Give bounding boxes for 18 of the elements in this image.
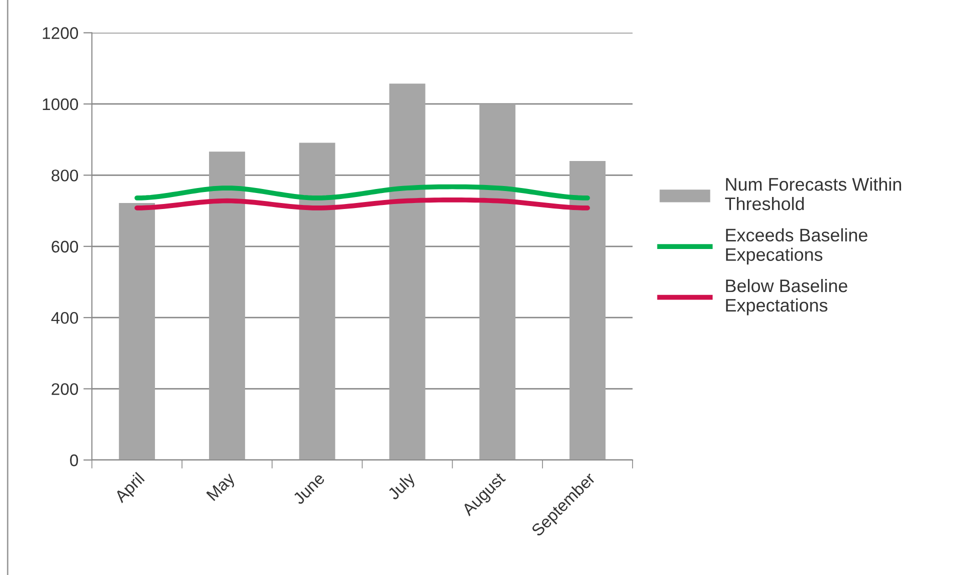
x-tick-label: July [386,471,418,503]
bar [209,152,246,460]
bar [118,202,155,460]
legend-label: Exceeds Baseline Expecations [726,228,868,265]
y-tick-label: 600 [52,240,78,253]
bar [479,104,516,460]
y-tick-label: 800 [52,170,78,182]
legend-label: Below Baseline Expectations [726,278,848,316]
bar [299,142,336,460]
bar [569,160,606,460]
y-tick-label: 400 [51,312,78,324]
y-tick-label: 1200 [42,27,78,39]
y-tick-label: 1000 [42,98,78,110]
x-tick-label: May [206,472,238,504]
y-tick-label: 200 [52,383,78,395]
y-tick-label: 0 [70,454,78,466]
legend-label: Num Forecasts Within Threshold [725,178,902,210]
bar [389,84,426,460]
